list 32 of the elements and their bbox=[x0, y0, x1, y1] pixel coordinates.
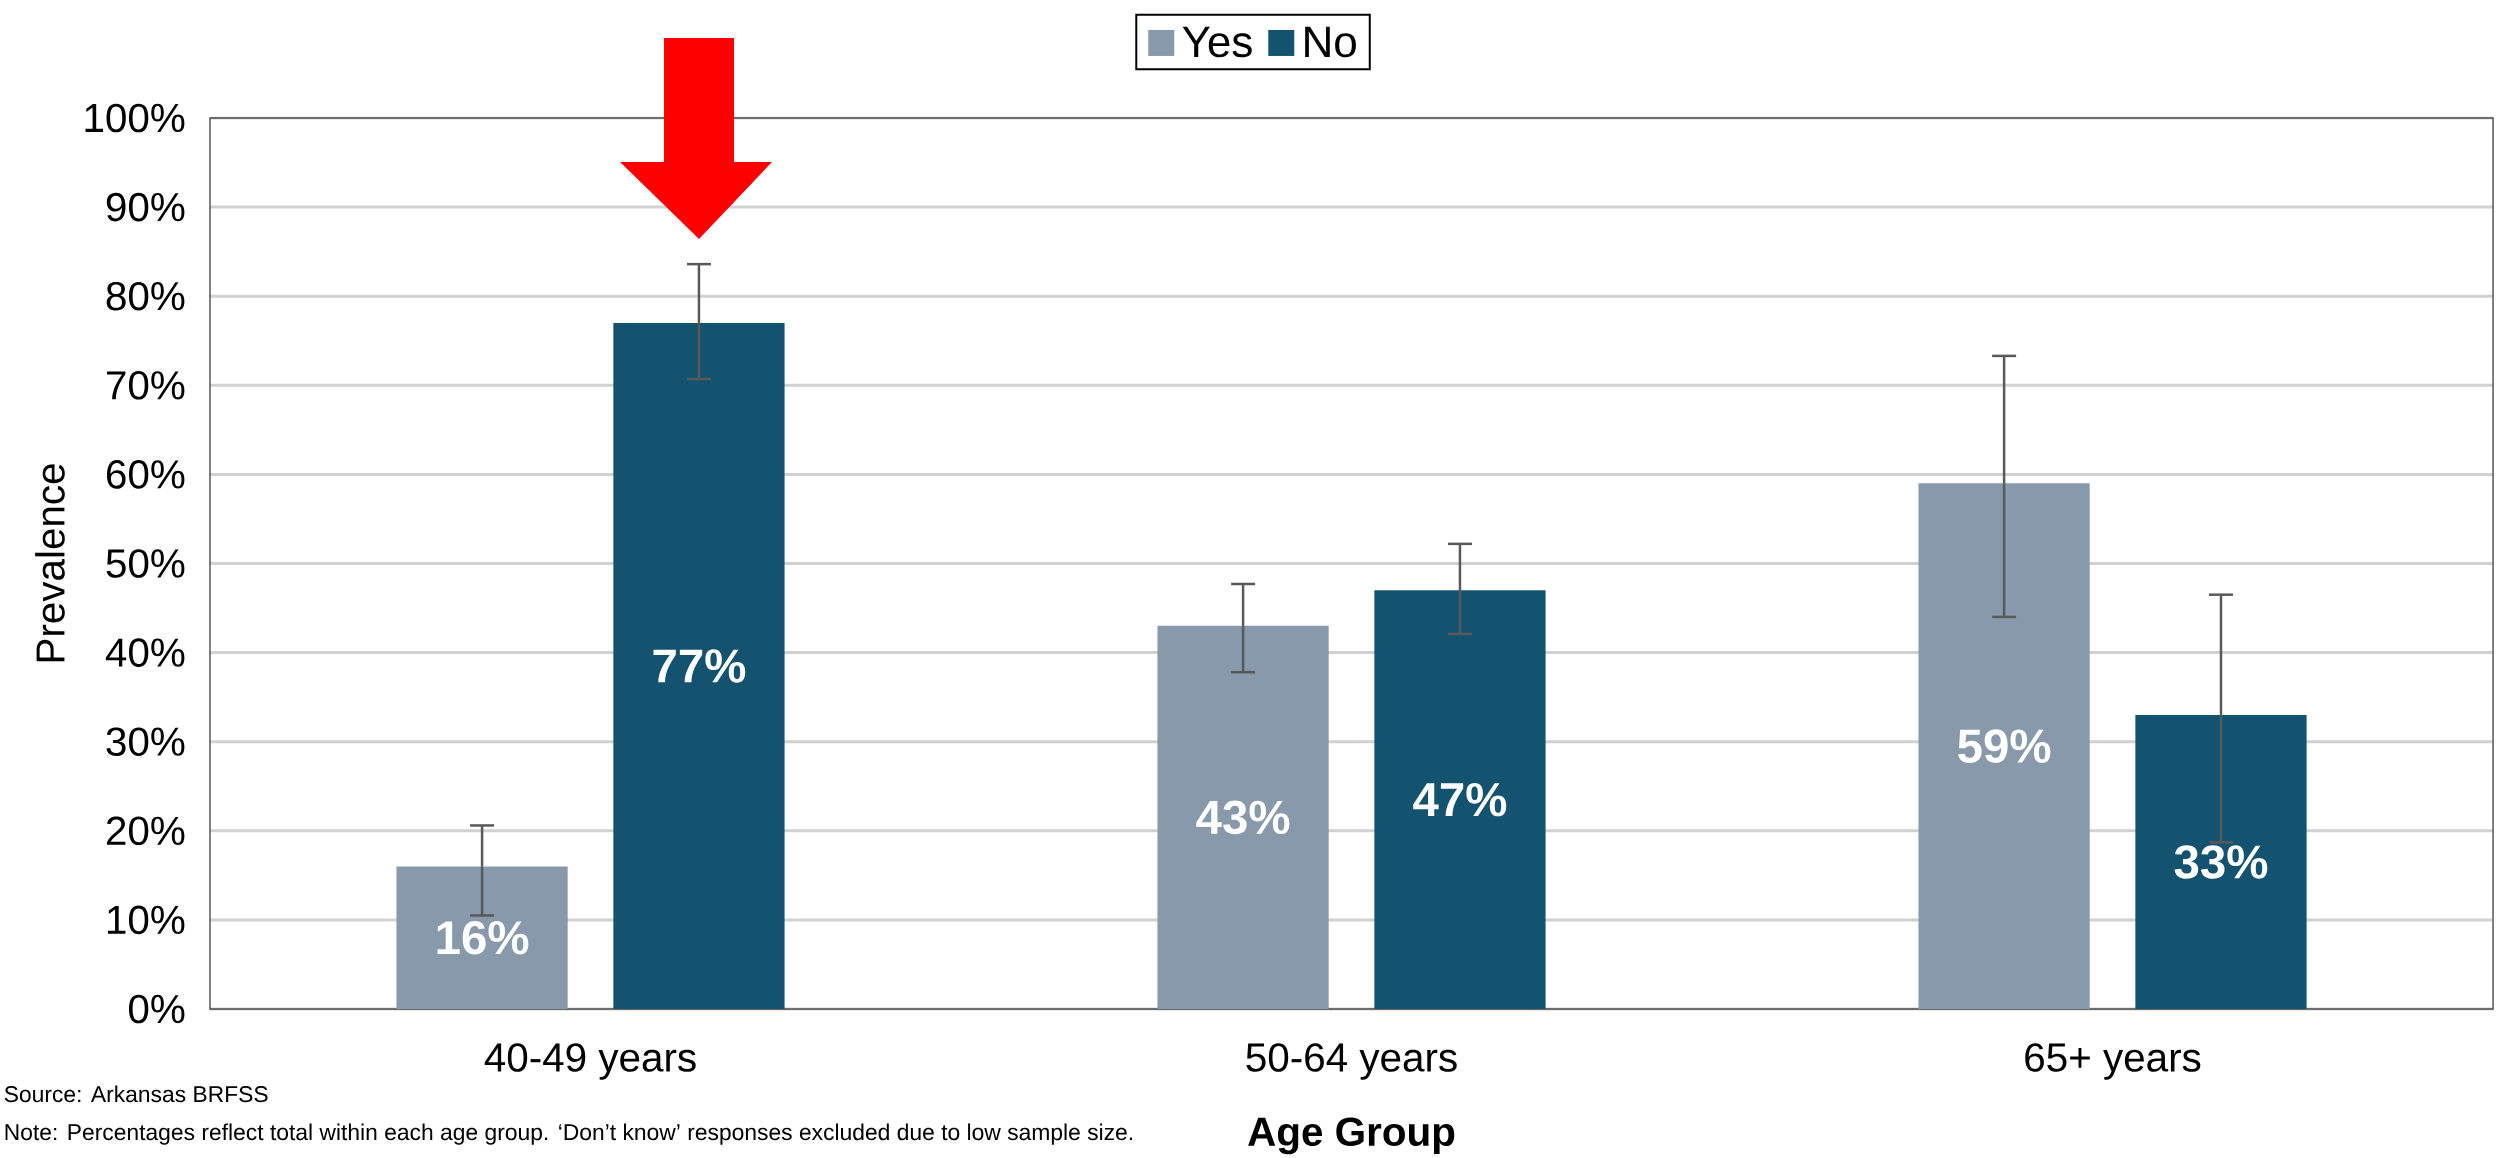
data-label: 33% bbox=[2174, 845, 2268, 879]
bar bbox=[1157, 625, 1329, 1010]
x-tick-label: 50-64 years bbox=[1246, 1043, 1457, 1080]
bar bbox=[396, 866, 568, 1010]
legend-label: Yes bbox=[1182, 26, 1252, 58]
bar bbox=[1918, 483, 2090, 1010]
x-tick-label: 65+ years bbox=[2025, 1043, 2201, 1080]
legend-label: No bbox=[1305, 26, 1356, 58]
y-tick-label: 60% bbox=[106, 460, 185, 489]
y-tick-label: 70% bbox=[107, 370, 185, 400]
bar bbox=[2135, 714, 2307, 1010]
y-tick-label: 100% bbox=[85, 103, 185, 133]
y-tick-label: 0% bbox=[129, 994, 185, 1024]
bar bbox=[1374, 590, 1546, 1010]
data-label: 43% bbox=[1196, 800, 1290, 835]
y-tick-label: 30% bbox=[106, 727, 185, 756]
x-tick-label: 40-49 years bbox=[484, 1043, 696, 1080]
y-axis-title: Prevalence bbox=[35, 464, 65, 662]
bar bbox=[613, 322, 785, 1010]
data-label: 47% bbox=[1413, 782, 1507, 817]
y-tick-label: 90% bbox=[106, 192, 185, 222]
text: Note: Percentages reflect total within each age group. ‘Don’t know’ responses excluded due to low sample size. bbox=[5, 1123, 1133, 1145]
y-tick-label: 80% bbox=[106, 281, 185, 311]
y-tick-label: 50% bbox=[106, 549, 185, 578]
data-label: 77% bbox=[653, 649, 746, 683]
y-tick-label: 10% bbox=[108, 905, 185, 935]
data-label: 16% bbox=[437, 920, 529, 955]
x-axis-title: Age Group bbox=[1248, 1117, 1455, 1155]
y-tick-label: 40% bbox=[105, 638, 185, 667]
y-tick-label: 20% bbox=[106, 816, 185, 846]
source-note: Source: Arkansas BRFSS bbox=[4, 1085, 268, 1103]
data-label: 59% bbox=[1958, 729, 2051, 763]
